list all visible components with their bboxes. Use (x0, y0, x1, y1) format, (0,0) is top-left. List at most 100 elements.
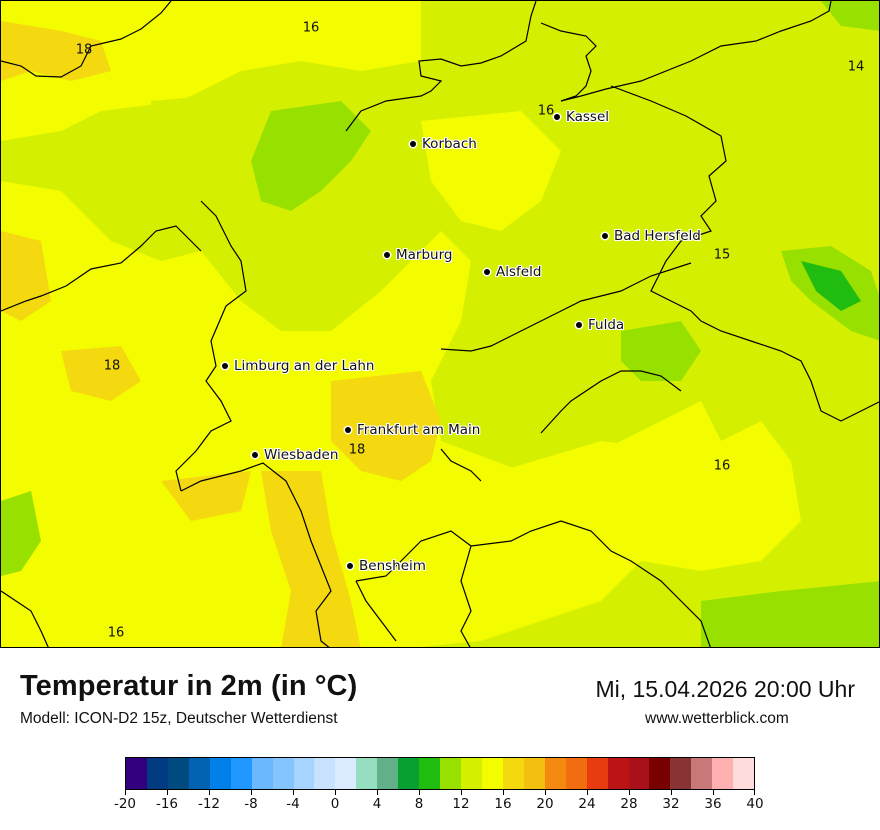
colorbar-tick (419, 790, 420, 795)
colorbar-tick (629, 790, 630, 795)
city-marker: Alsfeld (484, 264, 541, 280)
colorbar-swatch (188, 758, 210, 789)
colorbar-swatch (586, 758, 608, 789)
colorbar-swatch (481, 758, 503, 789)
colorbar-tick-label: -20 (113, 796, 137, 812)
colorbar-swatch (356, 758, 378, 789)
temperature-value-label: 14 (847, 59, 865, 75)
website-link[interactable]: www.wetterblick.com (645, 710, 789, 727)
colorbar-swatch (502, 758, 524, 789)
colorbar-swatch (670, 758, 692, 789)
colorbar-tick-label: 16 (494, 796, 512, 812)
colorbar-swatch (565, 758, 587, 789)
city-marker: Limburg an der Lahn (222, 358, 374, 374)
colorbar-tick (209, 790, 210, 795)
city-dot-icon (347, 563, 353, 569)
colorbar-swatch (335, 758, 357, 789)
city-name: Bensheim (359, 558, 426, 574)
colorbar-tick-label: 12 (452, 796, 470, 812)
city-marker: Marburg (384, 247, 452, 263)
colorbar-tick-label: 0 (330, 796, 340, 812)
city-name: Alsfeld (496, 264, 542, 280)
colorbar-tick (545, 790, 546, 795)
colorbar-swatch (544, 758, 566, 789)
temperature-value-label: 16 (713, 458, 731, 474)
city-dot-icon (222, 363, 228, 369)
colorbar-swatch (230, 758, 252, 789)
temperature-value-label: 18 (348, 442, 366, 458)
temperature-field (1, 1, 879, 647)
colorbar-swatch (419, 758, 441, 789)
colorbar-swatch (607, 758, 629, 789)
colorbar-tick-label: -4 (286, 796, 300, 812)
colorbar-tick-label: 40 (746, 796, 764, 812)
colorbar-swatch (209, 758, 231, 789)
temperature-map: Kassel Korbach Bad Hersfeld Marburg Alsfeld F… (0, 0, 880, 648)
colorbar-swatch (712, 758, 734, 789)
city-name: Bad Hersfeld (614, 228, 701, 244)
city-dot-icon (554, 114, 560, 120)
valid-datetime: Mi, 15.04.2026 20:00 Uhr (595, 676, 855, 702)
colorbar-swatch (126, 758, 147, 789)
colorbar-swatch (523, 758, 545, 789)
city-name: Fulda (588, 317, 625, 333)
colorbar-ticks: -20 -16 -12 -8 -4 0 4 8 12 16 20 24 28 32 36 40 (114, 790, 764, 820)
colorbar-tick-label: 8 (414, 796, 424, 812)
colorbar-tick-label: 28 (620, 796, 638, 812)
city-marker: Kassel (554, 109, 609, 125)
colorbar-swatch (649, 758, 671, 789)
city-marker: Fulda (576, 317, 624, 333)
city-marker: Korbach (410, 136, 477, 152)
colorbar-swatch (314, 758, 336, 789)
city-name: Kassel (566, 109, 610, 125)
colorbar-tick-label: -12 (197, 796, 221, 812)
colorbar-tick (293, 790, 294, 795)
city-name: Korbach (422, 136, 477, 152)
map-title: Temperatur in 2m (in °C) (20, 670, 358, 702)
temperature-value-label: 15 (713, 247, 731, 263)
city-dot-icon (384, 252, 390, 258)
colorbar-swatch (293, 758, 315, 789)
colorbar-tick (335, 790, 336, 795)
city-dot-icon (345, 427, 351, 433)
colorbar-swatch (398, 758, 420, 789)
city-dot-icon (576, 322, 582, 328)
colorbar-tick (377, 790, 378, 795)
colorbar-swatch (377, 758, 399, 789)
colorbar-swatch (733, 758, 755, 789)
city-name: Marburg (396, 247, 453, 263)
colorbar-tick-label: 36 (704, 796, 722, 812)
city-marker: Bad Hersfeld (602, 228, 701, 244)
city-marker: Frankfurt am Main (345, 422, 480, 438)
city-name: Limburg an der Lahn (234, 358, 375, 374)
temperature-colorbar (125, 757, 755, 790)
colorbar-tick (713, 790, 714, 795)
city-marker: Wiesbaden (252, 447, 338, 463)
temperature-value-label: 18 (75, 42, 93, 58)
colorbar-swatch (146, 758, 168, 789)
temperature-value-label: 16 (107, 625, 125, 641)
colorbar-tick-label: -16 (155, 796, 179, 812)
colorbar-tick-label: -8 (244, 796, 258, 812)
model-subtitle: Modell: ICON-D2 15z, Deutscher Wetterdie… (20, 710, 338, 727)
colorbar-tick (671, 790, 672, 795)
colorbar-swatch (272, 758, 294, 789)
colorbar-tick (125, 790, 126, 795)
city-name: Frankfurt am Main (357, 422, 481, 438)
colorbar-swatch (440, 758, 461, 789)
colorbar-tick-label: 24 (578, 796, 596, 812)
colorbar-swatch (461, 758, 482, 789)
colorbar-tick (754, 790, 755, 795)
colorbar-tick-label: 32 (662, 796, 680, 812)
colorbar-tick (167, 790, 168, 795)
colorbar-tick (503, 790, 504, 795)
city-marker: Bensheim (347, 558, 426, 574)
city-dot-icon (252, 452, 258, 458)
colorbar-swatch (251, 758, 273, 789)
temperature-value-label: 16 (537, 103, 555, 119)
colorbar-swatch (167, 758, 189, 789)
colorbar-swatch (691, 758, 713, 789)
colorbar-tick (587, 790, 588, 795)
city-dot-icon (602, 233, 608, 239)
city-name: Wiesbaden (264, 447, 339, 463)
